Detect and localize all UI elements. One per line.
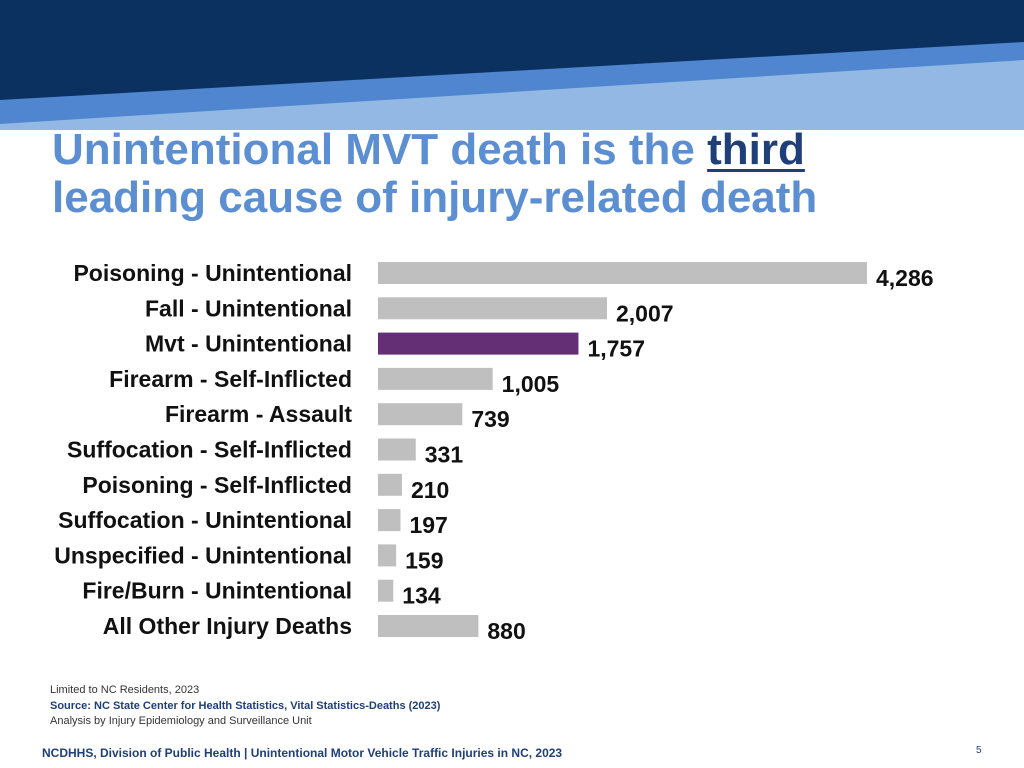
value-label: 134	[402, 583, 441, 609]
footer-text: NCDHHS, Division of Public Health | Unin…	[42, 746, 563, 760]
category-label: Poisoning - Unintentional	[73, 260, 352, 286]
bar	[378, 579, 394, 602]
bar	[378, 262, 867, 284]
slide-title: Unintentional MVT death is the third lea…	[52, 126, 952, 222]
category-label: Firearm - Assault	[165, 401, 352, 427]
category-label: Suffocation - Unintentional	[58, 507, 352, 533]
value-label: 1,005	[502, 371, 560, 397]
injury-deaths-bar-chart: Poisoning - Unintentional 4,286 Fall - Uni…	[54, 260, 934, 644]
value-label: 880	[487, 618, 525, 644]
category-label: Mvt - Unintentional	[145, 331, 352, 357]
category-label: Unspecified - Unintentional	[54, 542, 352, 568]
value-label: 4,286	[876, 265, 934, 291]
chart-notes: Limited to NC Residents, 2023 Source: NC…	[50, 683, 440, 730]
value-label: 197	[409, 512, 447, 538]
page-number: 5	[976, 745, 982, 756]
banner-mid-band	[0, 40, 1024, 124]
bar	[378, 403, 463, 426]
category-label: All Other Injury Deaths	[103, 613, 352, 639]
bar	[378, 615, 479, 637]
bar	[378, 297, 607, 320]
bar	[378, 367, 493, 390]
value-label: 739	[471, 406, 509, 432]
note-residents: Limited to NC Residents, 2023	[50, 684, 200, 696]
value-label: 210	[411, 477, 449, 503]
source-note: Source: NC State Center for Health Stati…	[50, 699, 441, 712]
banner-dark-band	[0, 0, 1024, 100]
bar	[378, 509, 401, 532]
title-part-2: leading cause of injury-related death	[52, 173, 818, 222]
bar-highlighted	[378, 332, 579, 355]
category-label: Firearm - Self-Inflicted	[109, 366, 352, 392]
category-label: Poisoning - Self-Inflicted	[82, 472, 352, 498]
bar	[378, 473, 402, 496]
category-label: Fire/Burn - Unintentional	[82, 578, 352, 604]
value-label: 159	[405, 547, 443, 573]
title-emphasis: third	[707, 125, 805, 174]
header-banner	[0, 0, 1024, 130]
title-part-1: Unintentional MVT death is the	[52, 125, 708, 174]
value-label: 331	[425, 442, 464, 468]
category-label: Suffocation - Self-Inflicted	[67, 437, 352, 463]
bar	[378, 438, 416, 461]
analysis-note: Analysis by Injury Epidemiology and Surv…	[50, 715, 312, 727]
bar	[378, 544, 397, 567]
value-label: 2,007	[616, 300, 674, 326]
value-label: 1,757	[587, 336, 645, 362]
category-label: Fall - Unintentional	[145, 295, 352, 321]
